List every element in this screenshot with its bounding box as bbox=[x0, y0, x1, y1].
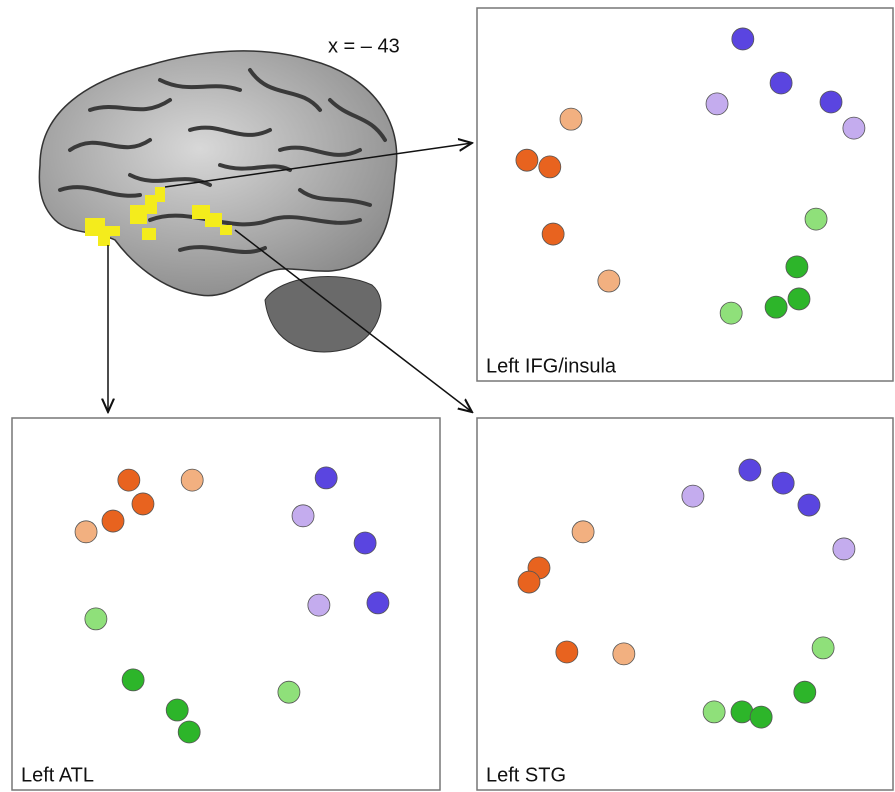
point bbox=[166, 699, 188, 721]
point bbox=[732, 28, 754, 50]
point bbox=[765, 296, 787, 318]
point bbox=[843, 117, 865, 139]
point bbox=[542, 223, 564, 245]
point bbox=[750, 706, 772, 728]
point bbox=[703, 701, 725, 723]
annotation: x = – 43 bbox=[328, 35, 400, 57]
point bbox=[518, 571, 540, 593]
point bbox=[598, 270, 620, 292]
point bbox=[613, 643, 635, 665]
point bbox=[820, 91, 842, 113]
point bbox=[794, 681, 816, 703]
point bbox=[805, 208, 827, 230]
panel bbox=[477, 8, 893, 381]
point bbox=[560, 108, 582, 130]
point bbox=[354, 532, 376, 554]
point bbox=[556, 641, 578, 663]
point bbox=[786, 256, 808, 278]
point bbox=[539, 156, 561, 178]
figure: x = – 43 Left IFG/insula Left ATL Left STG bbox=[0, 0, 895, 792]
point bbox=[278, 681, 300, 703]
point bbox=[772, 472, 794, 494]
panel bbox=[477, 418, 893, 790]
point bbox=[798, 494, 820, 516]
point bbox=[102, 510, 124, 532]
point bbox=[770, 72, 792, 94]
point bbox=[315, 467, 337, 489]
point bbox=[118, 469, 140, 491]
page: {"figure": {"annotation": "x = – 43"}, "… bbox=[0, 0, 895, 792]
point bbox=[706, 93, 728, 115]
point bbox=[720, 302, 742, 324]
point bbox=[75, 521, 97, 543]
point bbox=[308, 594, 330, 616]
panel-title: Left ATL bbox=[21, 764, 94, 786]
point bbox=[812, 637, 834, 659]
point bbox=[739, 459, 761, 481]
point bbox=[788, 288, 810, 310]
panel-title: Left IFG/insula bbox=[486, 355, 617, 377]
point bbox=[178, 721, 200, 743]
point bbox=[572, 521, 594, 543]
brain bbox=[39, 51, 396, 352]
point bbox=[85, 608, 107, 630]
point bbox=[122, 669, 144, 691]
point bbox=[516, 149, 538, 171]
point bbox=[181, 469, 203, 491]
point bbox=[833, 538, 855, 560]
point bbox=[292, 505, 314, 527]
panel-title: Left STG bbox=[486, 764, 566, 786]
point bbox=[367, 592, 389, 614]
point bbox=[731, 701, 753, 723]
point bbox=[132, 493, 154, 515]
point bbox=[682, 485, 704, 507]
